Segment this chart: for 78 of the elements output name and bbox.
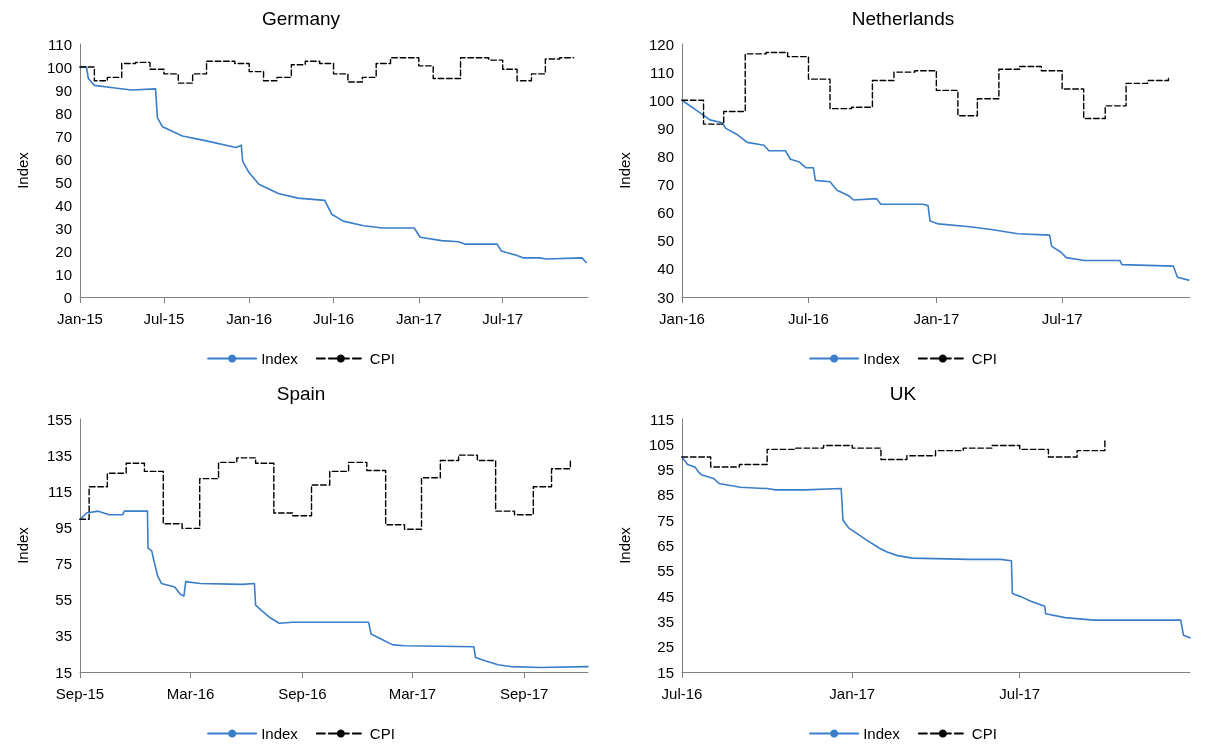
x-tick-label: Mar-17 xyxy=(388,685,437,702)
x-tick-label: Jan-17 xyxy=(829,685,876,702)
x-tick-label: Jul-16 xyxy=(661,685,703,702)
chart-title: UK xyxy=(889,383,917,404)
y-tick-label: 10 xyxy=(55,265,72,283)
x-tick-label: Jan-17 xyxy=(913,310,960,327)
y-tick-label: 95 xyxy=(657,461,674,479)
y-tick-label: 15 xyxy=(55,663,72,681)
y-tick-label: 110 xyxy=(48,35,72,53)
y-tick-label: 85 xyxy=(657,486,674,504)
y-tick-label: 25 xyxy=(657,638,674,656)
y-tick-label: 70 xyxy=(657,176,674,194)
legend-label: Index xyxy=(863,725,901,742)
y-tick-label: 115 xyxy=(650,410,674,428)
y-tick-label: 80 xyxy=(55,104,72,122)
legend-label: CPI xyxy=(971,350,997,367)
y-tick-label: 50 xyxy=(657,232,674,250)
y-tick-label: 55 xyxy=(55,591,72,609)
x-tick-label: Jul-16 xyxy=(313,310,354,327)
x-tick-label: Sep-15 xyxy=(55,685,105,702)
x-tick-label: Jul-17 xyxy=(999,685,1041,702)
legend-label: CPI xyxy=(971,725,997,742)
x-tick-label: Sep-17 xyxy=(500,685,549,702)
y-tick-label: 40 xyxy=(657,260,674,278)
x-tick-label: Jul-15 xyxy=(143,310,185,327)
y-tick-label: 20 xyxy=(55,242,72,260)
y-tick-label: 80 xyxy=(657,147,674,165)
y-axis-title: Index xyxy=(14,526,31,564)
x-tick-label: Jan-16 xyxy=(659,310,705,327)
chart-title: Germany xyxy=(261,8,341,29)
legend-label: CPI xyxy=(369,725,395,742)
y-tick-label: 35 xyxy=(55,627,72,645)
legend-label: CPI xyxy=(369,350,395,367)
line-series xyxy=(79,510,589,669)
x-tick-label: Jul-16 xyxy=(788,310,829,327)
y-tick-label: 100 xyxy=(648,91,674,109)
x-tick-label: Jul-17 xyxy=(1041,310,1083,327)
y-tick-label: 30 xyxy=(55,219,72,237)
y-tick-label: 90 xyxy=(657,119,674,137)
chart-title: Spain xyxy=(276,383,326,404)
y-axis-title: Index xyxy=(14,151,31,189)
y-axis-title: Index xyxy=(616,526,633,564)
x-tick-label: Jan-15 xyxy=(57,310,103,327)
y-tick-label: 45 xyxy=(657,587,674,605)
y-axis-title: Index xyxy=(616,151,633,189)
x-tick-label: Jan-17 xyxy=(395,310,442,327)
y-tick-label: 70 xyxy=(55,127,72,145)
y-tick-label: 105 xyxy=(648,435,674,453)
y-tick-label: 35 xyxy=(657,612,674,630)
y-tick-label: 115 xyxy=(48,482,72,500)
y-tick-label: 75 xyxy=(657,511,674,529)
legend-label: Index xyxy=(261,350,299,367)
y-tick-label: 110 xyxy=(650,63,674,81)
y-tick-label: 60 xyxy=(657,204,674,222)
y-tick-label: 30 xyxy=(657,288,674,306)
y-tick-label: 100 xyxy=(46,58,72,76)
y-tick-label: 75 xyxy=(55,555,72,573)
y-tick-label: 120 xyxy=(648,35,674,53)
x-tick-label: Sep-16 xyxy=(278,685,327,702)
y-tick-label: 15 xyxy=(657,663,674,681)
y-tick-label: 90 xyxy=(55,81,72,99)
x-tick-label: Jan-16 xyxy=(226,310,273,327)
line-series xyxy=(681,99,1190,281)
y-tick-label: 50 xyxy=(55,173,72,191)
y-tick-label: 0 xyxy=(63,288,72,306)
chart-title: Netherlands xyxy=(851,8,955,29)
y-tick-label: 95 xyxy=(55,518,72,536)
x-tick-label: Mar-16 xyxy=(166,685,215,702)
y-tick-label: 55 xyxy=(657,562,674,580)
y-tick-label: 60 xyxy=(55,150,72,168)
legend-label: Index xyxy=(863,350,901,367)
legend-label: Index xyxy=(261,725,299,742)
y-tick-label: 135 xyxy=(46,446,72,464)
x-tick-label: Jul-17 xyxy=(482,310,524,327)
line-series xyxy=(681,456,1191,639)
y-tick-label: 40 xyxy=(55,196,72,214)
y-tick-label: 65 xyxy=(657,537,674,554)
y-tick-label: 155 xyxy=(46,410,72,428)
